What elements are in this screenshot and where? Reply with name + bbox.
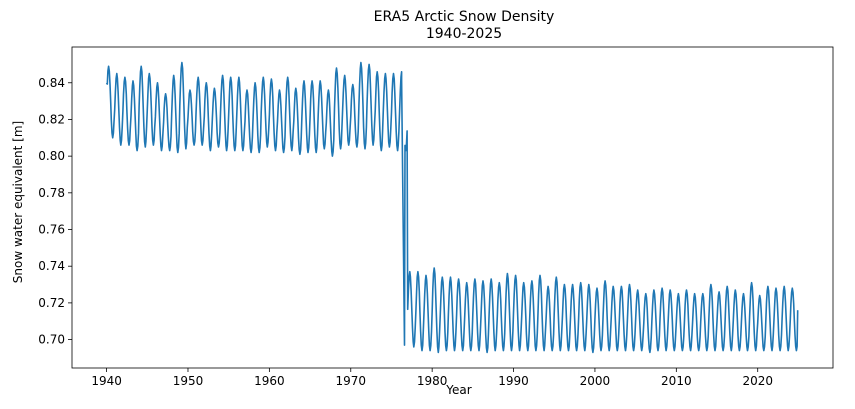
x-axis-ticks: 1940 1950 1960 1970 1980 1990 2000 2010 2020 <box>91 368 773 388</box>
x-tick-label: 1950 <box>173 374 204 388</box>
y-tick-label: 0.78 <box>38 186 65 200</box>
y-tick-label: 0.70 <box>38 333 65 347</box>
x-tick-label: 1990 <box>498 374 529 388</box>
x-tick-label: 2020 <box>742 374 773 388</box>
x-tick-label: 1980 <box>417 374 448 388</box>
x-tick-label: 2000 <box>580 374 611 388</box>
y-axis-label: Snow water equivalent [m] <box>11 121 25 284</box>
chart-title: ERA5 Arctic Snow Density <box>374 9 555 25</box>
y-tick-label: 0.84 <box>38 76 65 90</box>
series-line <box>105 61 799 354</box>
x-tick-label: 2010 <box>661 374 692 388</box>
y-tick-label: 0.72 <box>38 296 65 310</box>
y-axis-ticks: 0.70 0.72 0.74 0.76 0.78 0.80 0.82 0.84 <box>38 76 72 347</box>
y-tick-label: 0.76 <box>38 223 65 237</box>
x-axis-label: Year <box>445 383 471 397</box>
plot-lines <box>105 61 799 354</box>
x-tick-label: 1970 <box>335 374 366 388</box>
x-tick-label: 1960 <box>254 374 285 388</box>
chart-subtitle: 1940-2025 <box>426 26 502 42</box>
y-tick-label: 0.82 <box>38 112 65 126</box>
y-tick-label: 0.74 <box>38 259 65 273</box>
x-tick-label: 1940 <box>91 374 122 388</box>
y-tick-label: 0.80 <box>38 149 65 163</box>
plot-area-frame <box>71 46 834 369</box>
